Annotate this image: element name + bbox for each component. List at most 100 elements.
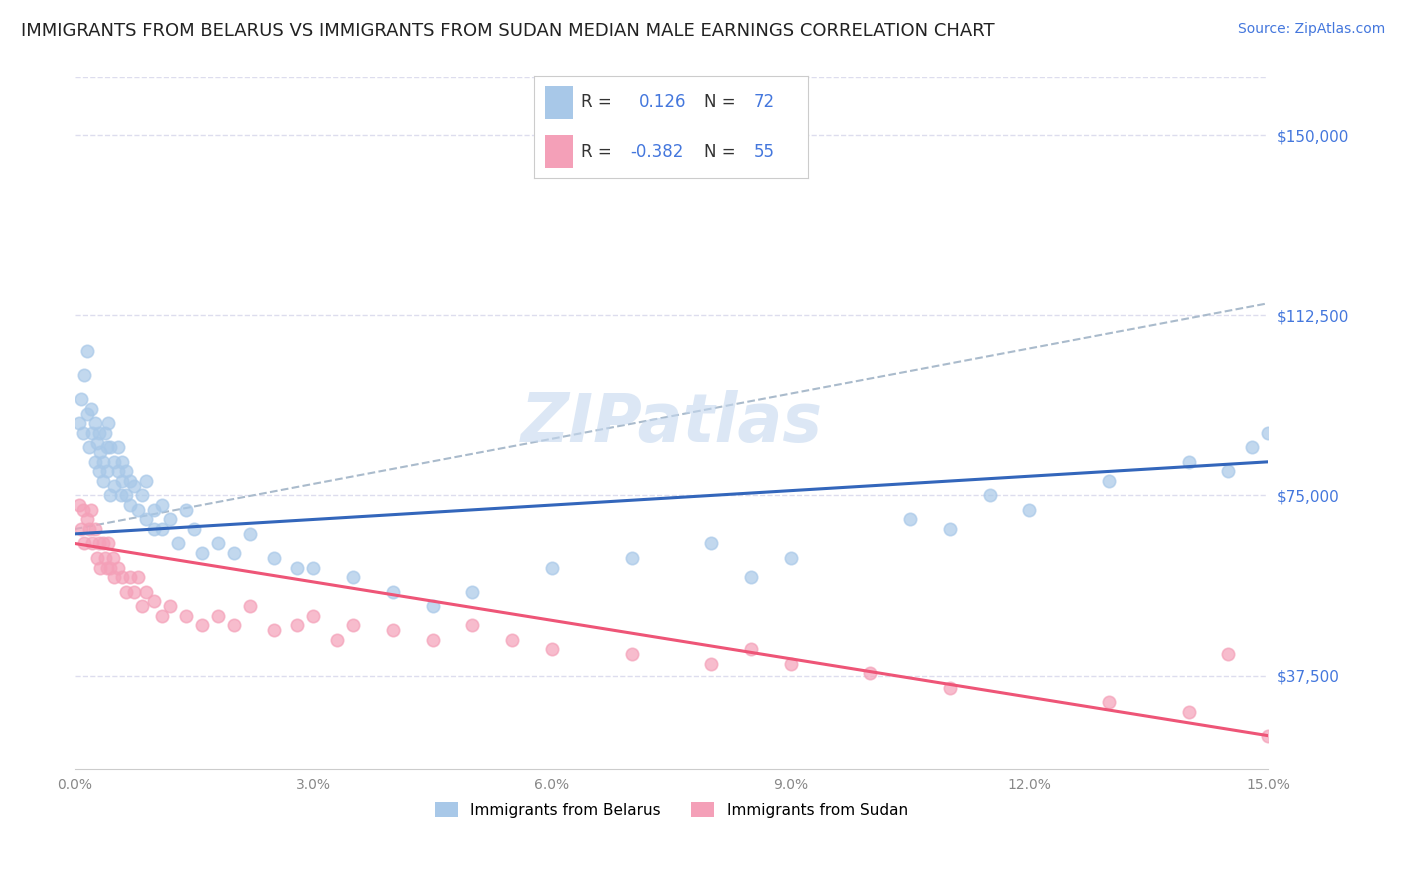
Point	[263, 623, 285, 637]
Point	[174, 608, 197, 623]
Point	[135, 474, 157, 488]
Y-axis label: Median Male Earnings: Median Male Earnings	[0, 347, 7, 500]
Point	[87, 536, 110, 550]
Point	[700, 536, 723, 550]
Point	[150, 498, 173, 512]
Point	[94, 550, 117, 565]
Point	[96, 441, 118, 455]
Point	[239, 599, 262, 613]
Point	[91, 455, 114, 469]
Point	[302, 608, 325, 623]
Point	[124, 479, 146, 493]
Text: ZIPatlas: ZIPatlas	[520, 391, 823, 457]
Point	[100, 488, 122, 502]
Point	[94, 425, 117, 440]
Point	[939, 681, 962, 695]
Point	[67, 417, 90, 431]
Point	[73, 536, 96, 550]
Point	[97, 417, 120, 431]
Point	[700, 657, 723, 671]
Point	[76, 512, 98, 526]
Point	[77, 441, 100, 455]
Point	[135, 512, 157, 526]
Point	[979, 488, 1001, 502]
Point	[127, 503, 149, 517]
Point	[124, 584, 146, 599]
Point	[150, 522, 173, 536]
Point	[159, 599, 181, 613]
Point	[381, 623, 404, 637]
Point	[76, 407, 98, 421]
Point	[191, 546, 214, 560]
Point	[143, 594, 166, 608]
Point	[302, 560, 325, 574]
Point	[79, 503, 101, 517]
Text: R =: R =	[581, 94, 612, 112]
Point	[82, 425, 104, 440]
Point	[740, 570, 762, 584]
Point	[100, 560, 122, 574]
Point	[79, 401, 101, 416]
Text: N =: N =	[704, 143, 735, 161]
Text: R =: R =	[581, 143, 612, 161]
Point	[207, 608, 229, 623]
Text: 72: 72	[754, 94, 775, 112]
Point	[939, 522, 962, 536]
Point	[1218, 647, 1240, 661]
Point	[89, 445, 111, 459]
Point	[87, 464, 110, 478]
Point	[207, 536, 229, 550]
Point	[541, 642, 564, 657]
Point	[326, 632, 349, 647]
Point	[779, 657, 801, 671]
Point	[97, 536, 120, 550]
Point	[167, 536, 190, 550]
Point	[70, 392, 93, 407]
Point	[120, 498, 142, 512]
Point	[1177, 705, 1199, 719]
Point	[422, 632, 444, 647]
Point	[72, 503, 94, 517]
Point	[110, 488, 132, 502]
Point	[131, 488, 153, 502]
Point	[1257, 729, 1279, 743]
Text: IMMIGRANTS FROM BELARUS VS IMMIGRANTS FROM SUDAN MEDIAN MALE EARNINGS CORRELATIO: IMMIGRANTS FROM BELARUS VS IMMIGRANTS FR…	[21, 22, 994, 40]
Point	[239, 527, 262, 541]
Point	[1018, 503, 1040, 517]
Point	[107, 464, 129, 478]
Point	[143, 522, 166, 536]
Point	[91, 474, 114, 488]
Point	[1098, 695, 1121, 709]
Point	[73, 368, 96, 383]
Point	[86, 435, 108, 450]
Point	[96, 464, 118, 478]
Point	[191, 618, 214, 632]
Point	[620, 647, 643, 661]
Point	[115, 464, 138, 478]
Point	[86, 550, 108, 565]
Point	[115, 488, 138, 502]
Point	[422, 599, 444, 613]
Point	[76, 344, 98, 359]
Point	[159, 512, 181, 526]
Point	[87, 425, 110, 440]
Point	[461, 584, 484, 599]
Point	[263, 550, 285, 565]
Point	[222, 546, 245, 560]
Point	[143, 503, 166, 517]
Point	[1098, 474, 1121, 488]
Point	[174, 503, 197, 517]
Point	[1177, 455, 1199, 469]
Point	[72, 425, 94, 440]
Point	[103, 479, 125, 493]
Point	[111, 474, 134, 488]
Point	[1218, 464, 1240, 478]
Text: Source: ZipAtlas.com: Source: ZipAtlas.com	[1237, 22, 1385, 37]
Point	[100, 441, 122, 455]
Point	[541, 560, 564, 574]
Point	[83, 455, 105, 469]
Point	[77, 522, 100, 536]
Point	[107, 560, 129, 574]
Point	[1257, 425, 1279, 440]
Bar	[546, 87, 572, 119]
